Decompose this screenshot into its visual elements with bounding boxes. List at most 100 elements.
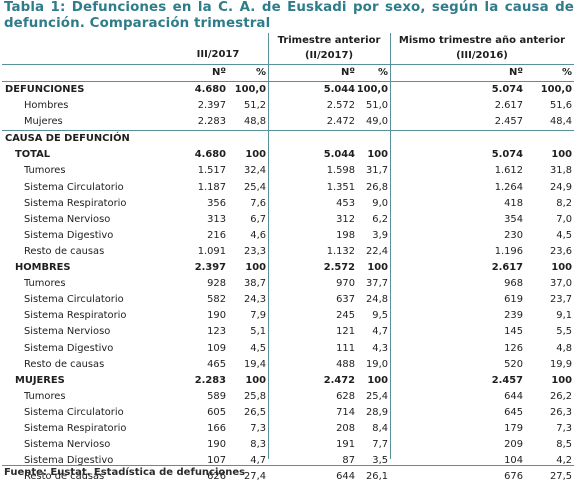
- percent-cell: 4,2: [556, 455, 572, 467]
- percent-cell: 31,7: [366, 165, 388, 177]
- percent-cell: 100: [551, 149, 572, 161]
- count-cell: 2.572: [323, 262, 355, 274]
- percent-cell: 51,6: [550, 100, 572, 112]
- percent-cell: 19,0: [366, 358, 388, 370]
- count-cell: 198: [336, 229, 355, 241]
- count-cell: 644: [504, 390, 523, 402]
- percent-cell: 26,5: [244, 406, 266, 418]
- column-divider: [268, 33, 269, 459]
- percent-cell: 22,4: [366, 245, 388, 257]
- header-row-periods: III/2017 Trimestre anterior (II/2017) Mi…: [2, 33, 574, 65]
- table-row: Sistema Nervioso 123 5,1 121 4,7 145 5,5: [2, 324, 574, 340]
- percent-cell: 5,1: [250, 326, 266, 338]
- row-label: Sistema Circulatorio: [24, 294, 124, 306]
- header-n-2: Nº: [340, 67, 355, 78]
- percent-cell: 8,4: [372, 422, 388, 434]
- header-n-3: Nº: [508, 67, 523, 78]
- count-cell: 1.187: [197, 181, 226, 193]
- count-cell: 104: [504, 455, 523, 467]
- table-row: MUJERES 2.283 100 2.472 100 2.457 100: [2, 373, 574, 389]
- count-cell: 970: [336, 278, 355, 290]
- percent-cell: 7,7: [372, 439, 388, 451]
- count-cell: 2.617: [494, 100, 523, 112]
- count-cell: 645: [504, 406, 523, 418]
- row-label: Sistema Circulatorio: [24, 181, 124, 193]
- table-row: Mujeres 2.283 48,8 2.472 49,0 2.457 48,4: [2, 114, 574, 130]
- count-cell: 4.680: [194, 84, 226, 95]
- count-cell: 216: [207, 229, 226, 241]
- header-pct-1: %: [255, 67, 266, 78]
- count-cell: 166: [207, 422, 226, 434]
- percent-cell: 4,5: [250, 342, 266, 354]
- table-row: Resto de causas 465 19,4 488 19,0 520 19,9: [2, 357, 574, 373]
- percent-cell: 48,8: [244, 116, 266, 128]
- header-period-previous: Trimestre anterior (II/2017): [277, 35, 381, 61]
- percent-cell: 23,3: [244, 245, 266, 257]
- table-row: Sistema Digestivo 107 4,7 87 3,5 104 4,2: [2, 453, 574, 469]
- percent-cell: 9,0: [372, 197, 388, 209]
- count-cell: 1.196: [494, 245, 523, 257]
- count-cell: 121: [336, 326, 355, 338]
- count-cell: 111: [336, 342, 355, 354]
- count-cell: 2.472: [323, 374, 355, 386]
- percent-cell: 8,5: [556, 439, 572, 451]
- count-cell: 582: [207, 294, 226, 306]
- count-cell: 2.457: [491, 374, 523, 386]
- percent-cell: 7,0: [556, 213, 572, 225]
- percent-cell: 4,6: [250, 229, 266, 241]
- percent-cell: 19,4: [244, 358, 266, 370]
- count-cell: 2.397: [194, 262, 226, 274]
- count-cell: 190: [207, 439, 226, 451]
- count-cell: 209: [504, 439, 523, 451]
- count-cell: 465: [207, 358, 226, 370]
- percent-cell: 26,3: [550, 406, 572, 418]
- table-row: Sistema Nervioso 190 8,3 191 7,7 209 8,5: [2, 437, 574, 453]
- table-row: Tumores 589 25,8 628 25,4 644 26,2: [2, 389, 574, 405]
- percent-cell: 3,5: [372, 455, 388, 467]
- table-row: Sistema Circulatorio 582 24,3 637 24,8 619 23,…: [2, 292, 574, 308]
- percent-cell: 51,0: [366, 100, 388, 112]
- percent-cell: 7,3: [556, 422, 572, 434]
- row-label: Sistema Nervioso: [24, 439, 111, 451]
- table-body: DEFUNCIONES 4.680 100,0 5.044 100,0 5.074 100,…: [2, 82, 574, 485]
- table-row: Sistema Digestivo 109 4,5 111 4,3 126 4,8: [2, 341, 574, 357]
- percent-cell: 48,4: [550, 116, 572, 128]
- count-cell: 605: [207, 406, 226, 418]
- header-pct-3: %: [561, 67, 572, 78]
- count-cell: 107: [207, 455, 226, 467]
- percent-cell: 3,9: [372, 229, 388, 241]
- row-label: Sistema Digestivo: [24, 455, 114, 467]
- count-cell: 5.074: [491, 149, 523, 161]
- percent-cell: 25,8: [244, 390, 266, 402]
- percent-cell: 100: [367, 374, 388, 386]
- table-row: Tumores 928 38,7 970 37,7 968 37,0: [2, 276, 574, 292]
- row-label: Sistema Nervioso: [24, 213, 111, 225]
- percent-cell: 9,5: [372, 310, 388, 322]
- count-cell: 109: [207, 342, 226, 354]
- percent-cell: 6,2: [372, 213, 388, 225]
- percent-cell: 51,2: [244, 100, 266, 112]
- percent-cell: 100: [245, 149, 266, 161]
- count-cell: 2.572: [326, 100, 355, 112]
- table-row: Tumores 1.517 32,4 1.598 31,7 1.612 31,8: [2, 163, 574, 179]
- table-bottom-rule: [2, 465, 574, 466]
- percent-cell: 100,0: [356, 84, 388, 95]
- percent-cell: 19,9: [550, 358, 572, 370]
- count-cell: 2.397: [197, 100, 226, 112]
- count-cell: 1.612: [494, 165, 523, 177]
- percent-cell: 24,8: [366, 294, 388, 306]
- row-label: Sistema Circulatorio: [24, 406, 124, 418]
- count-cell: 191: [336, 439, 355, 451]
- percent-cell: 24,3: [244, 294, 266, 306]
- count-cell: 87: [342, 455, 355, 467]
- table-row: Hombres 2.397 51,2 2.572 51,0 2.617 51,6: [2, 98, 574, 114]
- header-period-current: III/2017: [196, 49, 240, 60]
- count-cell: 313: [207, 213, 226, 225]
- count-cell: 2.457: [494, 116, 523, 128]
- table-row: Sistema Circulatorio 605 26,5 714 28,9 645 26,…: [2, 405, 574, 421]
- percent-cell: 4,5: [556, 229, 572, 241]
- count-cell: 4.680: [194, 149, 226, 161]
- percent-cell: 32,4: [244, 165, 266, 177]
- count-cell: 676: [504, 471, 523, 483]
- count-cell: 245: [336, 310, 355, 322]
